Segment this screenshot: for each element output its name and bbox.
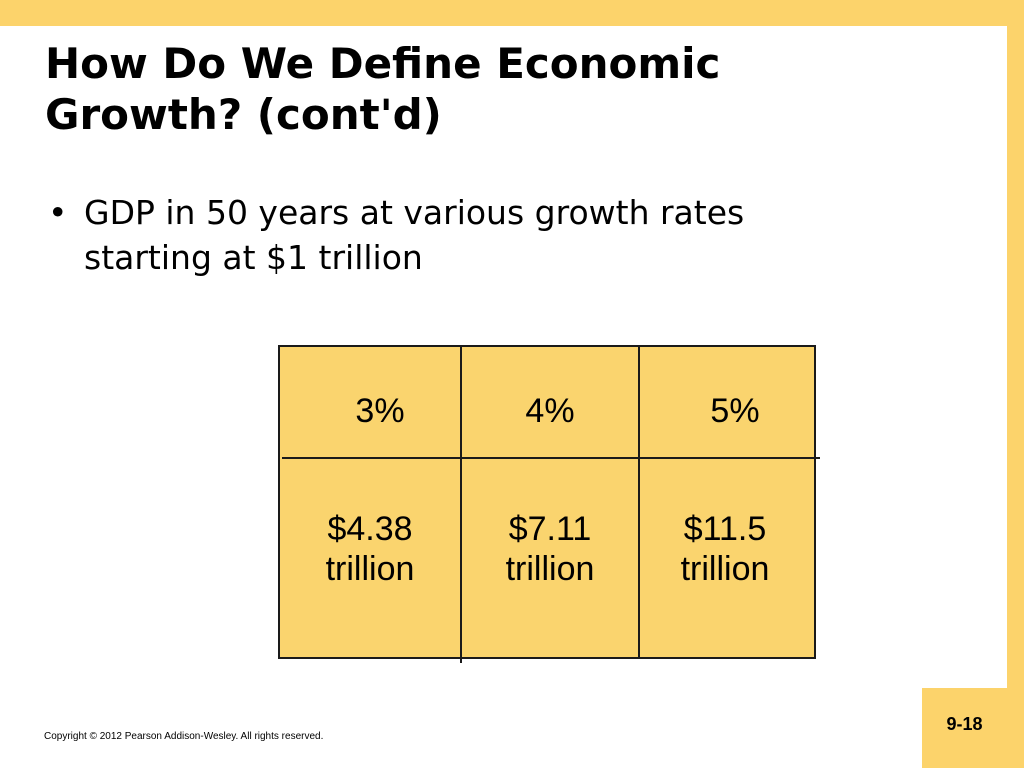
bullet-line-2: starting at $1 trillion — [84, 238, 423, 277]
value-unit: trillion — [680, 550, 770, 588]
bullet-line-1: GDP in 50 years at various growth rates — [84, 193, 745, 232]
bullet-icon: • — [48, 193, 68, 232]
table-header-divider — [282, 457, 820, 459]
bullet-text: GDP in 50 years at various growth rates … — [84, 190, 934, 280]
title-line-2: Growth? (cont'd) — [45, 90, 442, 139]
growth-rate-table: 3% 4% 5% $4.38 trillion $7.11 trillion $… — [278, 345, 820, 663]
rate-cell-3pct: 3% — [355, 392, 405, 430]
copyright-notice: Copyright © 2012 Pearson Addison-Wesley.… — [44, 731, 324, 742]
slide-title: How Do We Define Economic Growth? (cont'… — [45, 38, 985, 140]
top-accent-bar — [0, 0, 1024, 26]
value-cell-5pct: $11.5 trillion — [640, 509, 810, 589]
page-number-box — [922, 688, 1024, 768]
right-accent-bar — [1007, 0, 1024, 768]
value-unit: trillion — [325, 550, 415, 588]
value-cell-3pct: $4.38 trillion — [285, 509, 455, 589]
title-line-1: How Do We Define Economic — [45, 39, 721, 88]
page-number: 9-18 — [946, 714, 983, 734]
value-amount: $11.5 — [683, 510, 767, 548]
rate-cell-4pct: 4% — [525, 392, 575, 430]
table-divider-1 — [460, 345, 462, 663]
value-amount: $7.11 — [508, 510, 592, 548]
table-divider-2 — [638, 345, 640, 657]
value-unit: trillion — [505, 550, 595, 588]
value-amount: $4.38 — [327, 510, 413, 548]
value-cell-4pct: $7.11 trillion — [465, 509, 635, 589]
rate-cell-5pct: 5% — [710, 392, 760, 430]
